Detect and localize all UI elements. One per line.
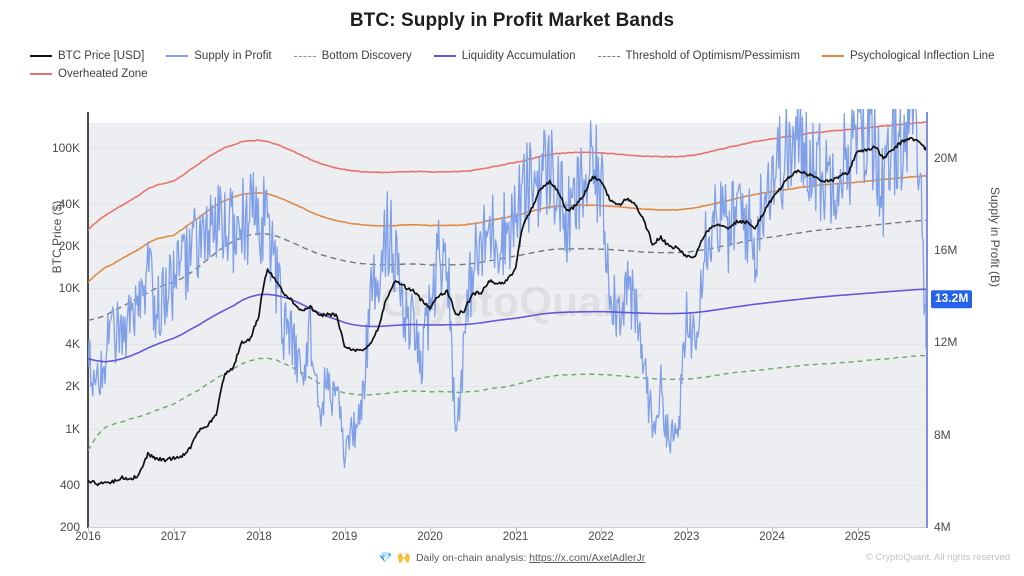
legend-item[interactable]: Bottom Discovery: [293, 48, 412, 64]
chart-legend: BTC Price [USD] Supply in Profit Bottom Di…: [30, 48, 1010, 82]
footer-credit: 💎 🙌 Daily on-chain analysis: https://x.c…: [0, 551, 1024, 564]
footer-link[interactable]: https://x.com/AxelAdlerJr: [529, 552, 646, 564]
x-tick-label: 2019: [331, 531, 358, 543]
y-axis-right-spine: [926, 112, 928, 528]
y-tick-label-left: 20K: [58, 238, 80, 253]
y-tick-label-left: 100K: [51, 140, 80, 155]
legend-item[interactable]: Threshold of Optimism/Pessimism: [597, 48, 800, 64]
legend-label: Liquidity Accumulation: [461, 50, 576, 62]
x-tick-label: 2016: [75, 531, 101, 543]
y-axis-left-title: BTC Price ($): [50, 200, 64, 274]
diamond-icon: 💎: [378, 552, 393, 564]
y-axis-left-ticks: 100K 40K 20K 10K 4K 2K 1K 400 200: [0, 0, 80, 576]
gridline: [88, 288, 926, 290]
gridline: [88, 484, 926, 486]
y-axis-right-ticks: 20M 16M 12M 8M 4M: [934, 0, 994, 576]
legend-label: Overheated Zone: [58, 68, 148, 80]
gridline: [88, 203, 926, 205]
raised-hands-icon: 🙌: [397, 552, 412, 564]
x-tick-label: 2025: [844, 531, 871, 543]
x-tick-label: 2021: [502, 531, 529, 543]
legend-swatch: [293, 55, 316, 57]
y-tick-label-right: 20M: [934, 150, 958, 165]
y-tick-label-left: 40K: [58, 196, 80, 211]
current-value-badge: 13.2M: [931, 290, 973, 308]
legend-label: Supply in Profit: [194, 50, 272, 62]
gridline: [88, 386, 926, 388]
gridline: [88, 344, 926, 346]
x-tick-label: 2023: [673, 531, 700, 543]
y-tick-label-left: 400: [59, 477, 80, 492]
x-tick-mark: [857, 527, 859, 532]
x-tick-mark: [686, 527, 688, 532]
x-tick-mark: [344, 527, 346, 532]
legend-item[interactable]: Liquidity Accumulation: [433, 48, 576, 64]
legend-item[interactable]: BTC Price [USD]: [30, 48, 144, 64]
y-axis-left-spine: [87, 112, 89, 528]
legend-label: Threshold of Optimism/Pessimism: [625, 50, 800, 62]
series-line: [88, 288, 926, 363]
y-tick-label-left: 1K: [65, 421, 80, 436]
x-tick-mark: [259, 527, 261, 532]
y-tick-label-left: 2K: [65, 379, 80, 394]
x-tick-label: 2024: [759, 531, 785, 543]
x-tick-mark: [430, 527, 432, 532]
y-tick-label-right: 16M: [934, 242, 958, 257]
copyright-notice: © CryptoQuant. All rights reserved: [865, 552, 1010, 563]
legend-swatch: [597, 55, 620, 57]
x-tick-label: 2018: [246, 531, 272, 543]
gridline: [88, 428, 926, 430]
chart-title: BTC: Supply in Profit Market Bands: [349, 10, 675, 31]
y-tick-label-right: 4M: [934, 520, 951, 534]
legend-label: BTC Price [USD]: [58, 50, 145, 62]
x-tick-label: 2020: [417, 531, 443, 543]
series-line: [88, 136, 926, 487]
legend-label: Psychological Inflection Line: [850, 50, 995, 62]
x-tick-mark: [88, 527, 89, 532]
y-tick-label-right: 8M: [934, 427, 951, 442]
series-line: [88, 109, 926, 469]
y-tick-label-left: 4K: [65, 337, 80, 352]
series-line: [88, 174, 926, 283]
x-tick-label: 2017: [160, 531, 187, 543]
x-tick-mark: [515, 527, 517, 532]
x-tick-mark: [772, 527, 774, 532]
x-axis-spine: [88, 527, 926, 529]
legend-swatch: [30, 73, 52, 75]
x-tick-label: 2022: [588, 531, 614, 543]
legend-swatch: [822, 55, 844, 57]
series-line: [88, 354, 926, 451]
footer-text: Daily on-chain analysis:: [415, 552, 527, 564]
legend-item[interactable]: Supply in Profit: [166, 48, 272, 64]
y-axis-right-title: Supply in Profit (B): [988, 186, 1002, 288]
legend-swatch: [433, 55, 456, 57]
legend-label: Bottom Discovery: [321, 50, 412, 62]
series-line: [88, 121, 926, 231]
x-tick-mark: [601, 527, 603, 532]
y-tick-label-left: 200: [59, 520, 80, 534]
y-tick-label-right: 12M: [934, 335, 958, 350]
x-tick-mark: [173, 527, 175, 532]
y-tick-label-left: 10K: [58, 281, 80, 296]
legend-swatch: [30, 55, 52, 57]
legend-swatch: [166, 55, 189, 57]
gridline: [88, 245, 926, 247]
gridline: [88, 147, 926, 149]
legend-item[interactable]: Psychological Inflection Line: [822, 48, 994, 64]
legend-item[interactable]: Overheated Zone: [30, 66, 148, 82]
